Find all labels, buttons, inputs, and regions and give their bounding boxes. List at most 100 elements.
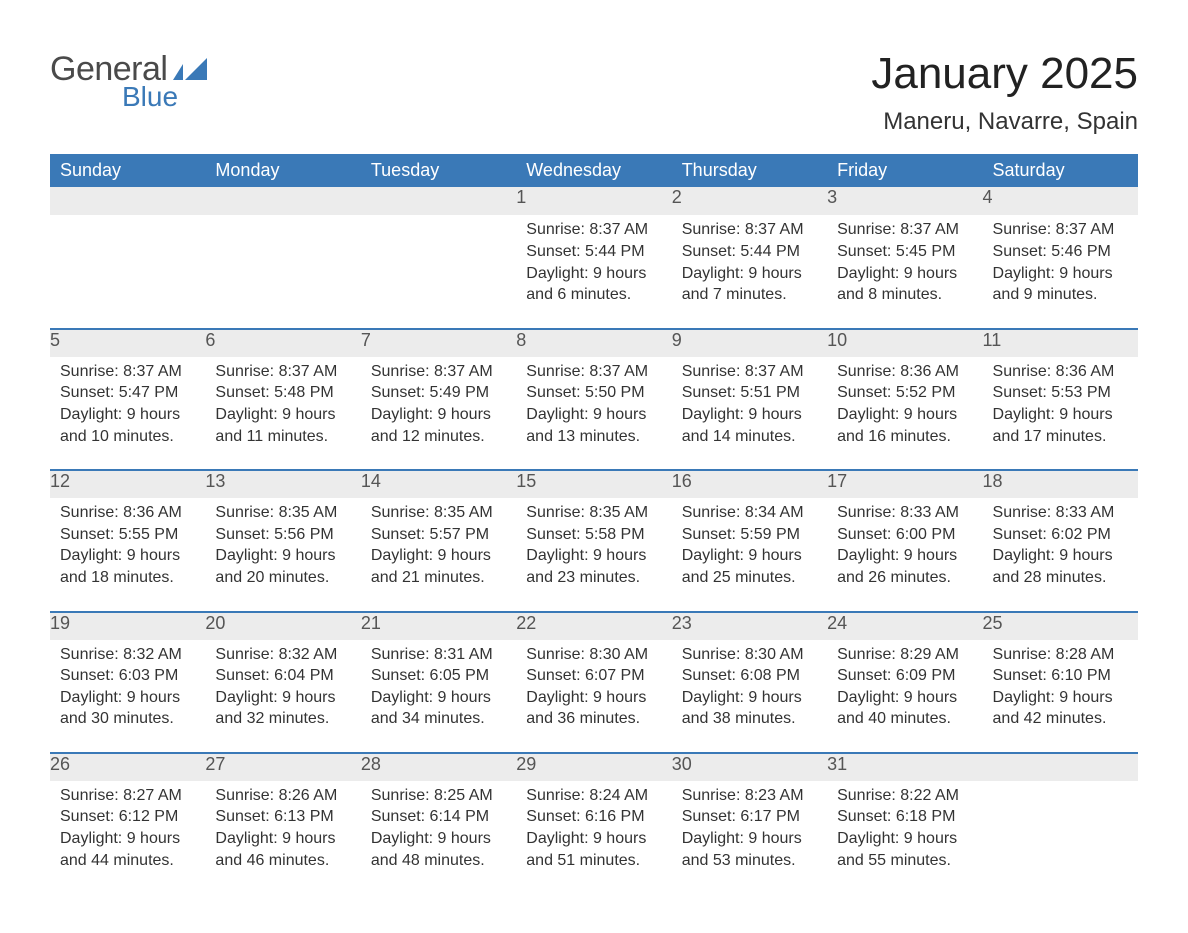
day-number: 15 [516,470,671,498]
daylight-text: Daylight: 9 hours and 6 minutes. [526,263,661,306]
daylight-text: Daylight: 9 hours and 7 minutes. [682,263,817,306]
sunrise-text: Sunrise: 8:32 AM [60,644,195,666]
week-body-row: Sunrise: 8:27 AMSunset: 6:12 PM Daylight:… [50,781,1138,893]
week-num-row: 19202122232425 [50,612,1138,640]
day-details: Sunrise: 8:30 AMSunset: 6:07 PMDaylight:… [516,640,671,752]
day-details: Sunrise: 8:37 AMSunset: 5:46 PMDaylight:… [983,215,1138,327]
day-number: 20 [205,612,360,640]
sunset-text: Sunset: 6:00 PM [837,524,972,546]
day-number: 5 [50,329,205,357]
day-details: Sunrise: 8:30 AMSunset: 6:08 PMDaylight:… [672,640,827,752]
sunset-text: Sunset: 5:44 PM [682,241,817,263]
day-details: Sunrise: 8:37 AMSunset: 5:49 PMDaylight:… [361,357,516,469]
day-header: Thursday [672,154,827,187]
day-details: Sunrise: 8:35 AMSunset: 5:58 PMDaylight:… [516,498,671,610]
day-header: Sunday [50,154,205,187]
day-details: Sunrise: 8:22 AMSunset: 6:18 PMDaylight:… [827,781,982,893]
sunrise-text: Sunrise: 8:22 AM [837,785,972,807]
day-header: Monday [205,154,360,187]
day-number: 14 [361,470,516,498]
daylight-text: Daylight: 9 hours and 42 minutes. [993,687,1128,730]
sunset-text: Sunset: 6:14 PM [371,806,506,828]
sunset-text: Sunset: 6:02 PM [993,524,1128,546]
day-number: 30 [672,753,827,781]
day-details [983,781,1138,891]
sunset-text: Sunset: 5:55 PM [60,524,195,546]
daylight-text: Daylight: 9 hours and 46 minutes. [215,828,350,871]
day-details: Sunrise: 8:37 AMSunset: 5:50 PMDaylight:… [516,357,671,469]
day-number: 16 [672,470,827,498]
week-num-row: 567891011 [50,329,1138,357]
sunrise-text: Sunrise: 8:34 AM [682,502,817,524]
day-details: Sunrise: 8:35 AMSunset: 5:56 PMDaylight:… [205,498,360,610]
day-number [361,187,516,215]
sunset-text: Sunset: 6:09 PM [837,665,972,687]
sunrise-text: Sunrise: 8:29 AM [837,644,972,666]
sunset-text: Sunset: 6:12 PM [60,806,195,828]
day-header-row: Sunday Monday Tuesday Wednesday Thursday… [50,154,1138,187]
sunset-text: Sunset: 5:51 PM [682,382,817,404]
calendar-body: 1234Sunrise: 8:37 AMSunset: 5:44 PMDayli… [50,187,1138,893]
day-details: Sunrise: 8:28 AMSunset: 6:10 PMDaylight:… [983,640,1138,752]
day-number: 29 [516,753,671,781]
daylight-text: Daylight: 9 hours and 17 minutes. [993,404,1128,447]
day-details: Sunrise: 8:31 AMSunset: 6:05 PMDaylight:… [361,640,516,752]
sunset-text: Sunset: 6:04 PM [215,665,350,687]
day-number: 18 [983,470,1138,498]
day-number: 22 [516,612,671,640]
week-body-row: Sunrise: 8:36 AMSunset: 5:55 PMDaylight:… [50,498,1138,611]
calendar-page: General Blue January 2025 Maneru, Navarr… [0,0,1188,933]
sunrise-text: Sunrise: 8:24 AM [526,785,661,807]
sunrise-text: Sunrise: 8:25 AM [371,785,506,807]
daylight-text: Daylight: 9 hours and 40 minutes. [837,687,972,730]
sunrise-text: Sunrise: 8:35 AM [371,502,506,524]
sunset-text: Sunset: 6:16 PM [526,806,661,828]
week-num-row: 1234 [50,187,1138,215]
day-details: Sunrise: 8:37 AMSunset: 5:44 PMDaylight:… [516,215,671,327]
day-details: Sunrise: 8:29 AMSunset: 6:09 PMDaylight:… [827,640,982,752]
sunrise-text: Sunrise: 8:36 AM [837,361,972,383]
day-details: Sunrise: 8:36 AMSunset: 5:53 PMDaylight:… [983,357,1138,469]
daylight-text: Daylight: 9 hours and 38 minutes. [682,687,817,730]
day-details: Sunrise: 8:33 AMSunset: 6:02 PMDaylight:… [983,498,1138,610]
sunrise-text: Sunrise: 8:37 AM [60,361,195,383]
sunrise-text: Sunrise: 8:27 AM [60,785,195,807]
day-number: 13 [205,470,360,498]
day-details: Sunrise: 8:32 AMSunset: 6:04 PMDaylight:… [205,640,360,752]
sunset-text: Sunset: 5:53 PM [993,382,1128,404]
sunset-text: Sunset: 5:56 PM [215,524,350,546]
day-number: 7 [361,329,516,357]
day-details: Sunrise: 8:36 AMSunset: 5:52 PMDaylight:… [827,357,982,469]
sunrise-text: Sunrise: 8:32 AM [215,644,350,666]
day-number: 24 [827,612,982,640]
daylight-text: Daylight: 9 hours and 8 minutes. [837,263,972,306]
day-details [50,215,205,325]
day-number: 8 [516,329,671,357]
day-number: 19 [50,612,205,640]
sunrise-text: Sunrise: 8:37 AM [371,361,506,383]
sunset-text: Sunset: 6:13 PM [215,806,350,828]
day-number: 9 [672,329,827,357]
sunrise-text: Sunrise: 8:37 AM [526,219,661,241]
sunrise-text: Sunrise: 8:37 AM [993,219,1128,241]
location-text: Maneru, Navarre, Spain [871,108,1138,136]
day-header: Friday [827,154,982,187]
sunrise-text: Sunrise: 8:37 AM [215,361,350,383]
day-number [983,753,1138,781]
sunrise-text: Sunrise: 8:35 AM [526,502,661,524]
day-details [205,215,360,325]
sunrise-text: Sunrise: 8:33 AM [993,502,1128,524]
day-number: 10 [827,329,982,357]
daylight-text: Daylight: 9 hours and 12 minutes. [371,404,506,447]
daylight-text: Daylight: 9 hours and 18 minutes. [60,545,195,588]
day-details: Sunrise: 8:33 AMSunset: 6:00 PMDaylight:… [827,498,982,610]
sunset-text: Sunset: 6:05 PM [371,665,506,687]
sunset-text: Sunset: 5:46 PM [993,241,1128,263]
sunrise-text: Sunrise: 8:37 AM [526,361,661,383]
week-num-row: 262728293031 [50,753,1138,781]
daylight-text: Daylight: 9 hours and 20 minutes. [215,545,350,588]
day-details [361,215,516,325]
sunset-text: Sunset: 5:57 PM [371,524,506,546]
sunrise-text: Sunrise: 8:37 AM [837,219,972,241]
sunset-text: Sunset: 5:58 PM [526,524,661,546]
